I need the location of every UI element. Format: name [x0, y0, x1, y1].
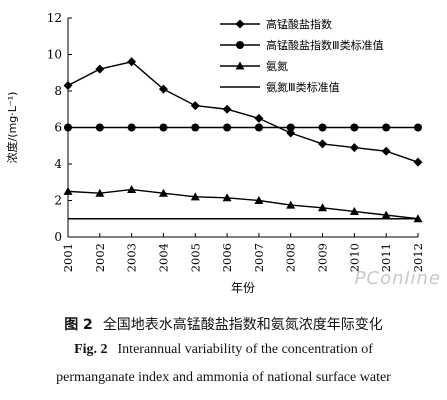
series-3-point	[286, 200, 296, 209]
x-tick-label: 2008	[284, 243, 298, 272]
series-3-point	[63, 186, 73, 195]
x-tick-label: 2005	[188, 243, 202, 272]
series-2-point	[318, 123, 327, 132]
series-3-point	[318, 203, 328, 212]
legend-label: 高锰酸盐指数	[266, 17, 332, 31]
x-tick-label: 2001	[61, 243, 75, 272]
line-chart: 0 2 4 6 8 10 12 2001 2002 2003 2004 2005 2006 2007 200…	[5, 11, 425, 295]
y-tick-label: 0	[54, 230, 62, 244]
x-tick-label: 2004	[156, 243, 170, 272]
y-tick-label: 10	[47, 48, 62, 62]
series-1-point	[381, 146, 391, 156]
series-3-point	[254, 196, 264, 204]
series-1-line	[67, 61, 419, 163]
y-axis-label: 浓度/(mg·L⁻¹)	[5, 92, 19, 164]
y-tick-label: 8	[54, 84, 62, 98]
series-2-point	[191, 123, 200, 132]
series-3-point	[381, 210, 391, 219]
caption-english-line2: permanganate index and ammonia of nation…	[56, 370, 391, 385]
series-1-point	[349, 143, 359, 153]
y-tick-label: 2	[54, 194, 62, 208]
x-tick-label: 2010	[347, 243, 361, 272]
y-tick-label: 4	[54, 157, 62, 171]
series-1-point	[158, 84, 168, 94]
series-1-point	[254, 113, 264, 123]
y-tick-label: 12	[47, 11, 62, 25]
series-2-point	[127, 123, 136, 132]
legend-marker	[235, 61, 245, 70]
caption-english-line1: Fig. 2 Interannual variability of the con…	[0, 342, 447, 358]
caption-en-text-line1: Interannual variability of the concentra…	[117, 342, 373, 357]
series-2-point	[254, 123, 263, 132]
x-tick-label: 2007	[252, 243, 266, 272]
series-3-point	[158, 188, 168, 197]
legend-marker	[235, 19, 245, 29]
series-2-point	[414, 123, 422, 132]
series-3-point	[95, 188, 105, 197]
series-1-point	[95, 64, 105, 74]
series-1-point	[222, 104, 232, 114]
series-2-point	[350, 123, 359, 132]
watermark: PConline	[354, 268, 441, 289]
series-2-point	[223, 123, 232, 132]
caption-cn-figure-number: 图 2	[64, 317, 93, 333]
series-3-point	[127, 185, 137, 194]
x-tick-label: 2011	[379, 243, 393, 272]
series-2-point	[95, 123, 104, 132]
x-tick-label: 2009	[316, 243, 330, 272]
x-tick-label: 2012	[411, 243, 425, 272]
series-2-point	[382, 123, 391, 132]
series-1-point	[413, 157, 423, 167]
series-2-point	[286, 123, 295, 132]
x-tick-label: 2006	[220, 243, 234, 272]
y-tick-label: 6	[54, 121, 62, 135]
series-1-point	[63, 81, 73, 91]
series-3-point	[222, 193, 232, 202]
series-3-point	[349, 206, 359, 215]
series-1-point	[318, 139, 328, 149]
caption-chinese: 图 2 全国地表水高锰酸盐指数和氨氮浓度年际变化	[0, 314, 447, 334]
series-2-point	[159, 123, 168, 132]
x-tick-label: 2002	[93, 243, 107, 272]
series-3-point	[190, 192, 200, 201]
series-1-point	[127, 57, 137, 67]
series-2-point	[64, 123, 72, 132]
legend-marker	[236, 41, 244, 49]
legend-label: 氨氮	[266, 59, 288, 73]
caption-en-figure-number: Fig. 2	[74, 342, 108, 357]
caption-cn-text: 全国地表水高锰酸盐指数和氨氮浓度年际变化	[102, 317, 383, 333]
series-3-line	[67, 188, 419, 220]
legend-label: 氨氮Ⅲ类标准值	[266, 80, 340, 94]
x-tick-label: 2003	[125, 243, 139, 272]
x-axis-label: 年份	[231, 281, 255, 295]
series-1-point	[190, 101, 200, 111]
legend-label: 高锰酸盐指数Ⅲ类标准值	[266, 38, 384, 52]
